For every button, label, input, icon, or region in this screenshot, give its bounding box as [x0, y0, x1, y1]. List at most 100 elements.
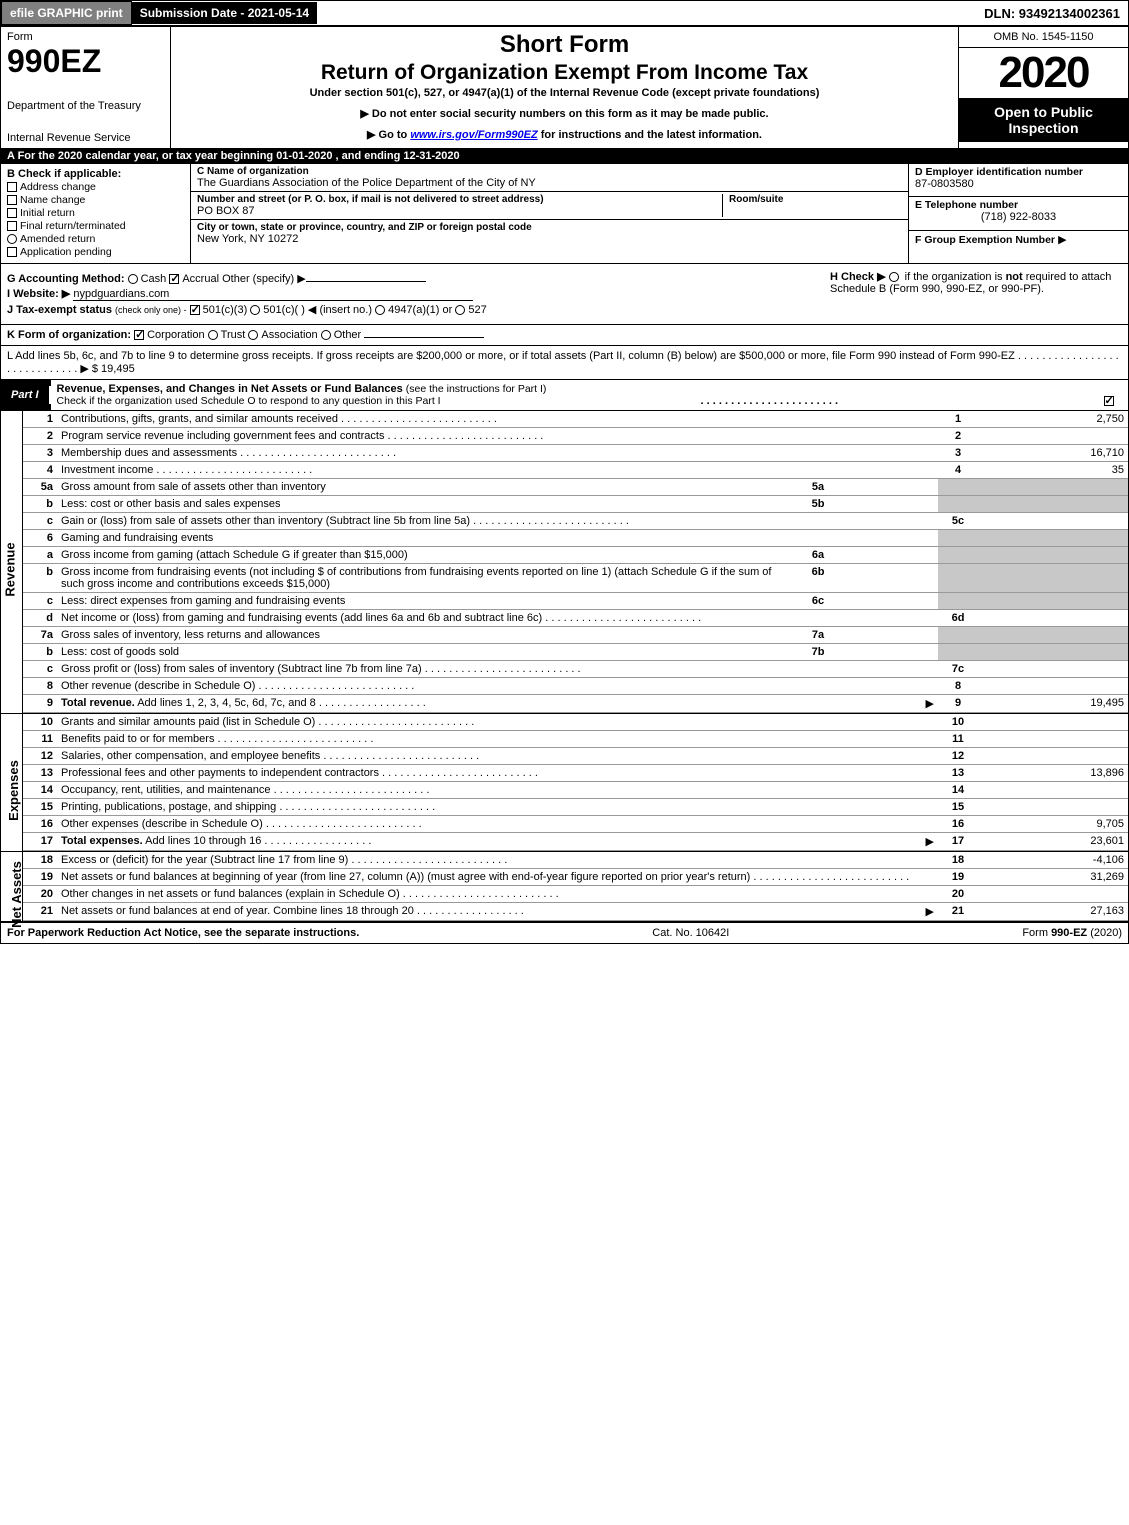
line-row-13: 13Professional fees and other payments t… — [23, 765, 1128, 782]
irs-link[interactable]: www.irs.gov/Form990EZ — [410, 129, 537, 141]
line-val-col — [978, 748, 1128, 765]
part-i-checkline: Check if the organization used Schedule … — [57, 395, 441, 407]
line-number: 15 — [23, 799, 57, 816]
line-desc: Investment income . . . . . . . . . . . … — [57, 462, 938, 479]
paperwork-notice: For Paperwork Reduction Act Notice, see … — [7, 927, 359, 939]
line-num-col — [938, 496, 978, 513]
line-val-col — [978, 886, 1128, 903]
line-row-11: 11Benefits paid to or for members . . . … — [23, 731, 1128, 748]
b-title: B Check if applicable: — [7, 168, 184, 180]
k-assoc-radio[interactable] — [248, 330, 258, 340]
line-num-col: 4 — [938, 462, 978, 479]
line-val-col: 35 — [978, 462, 1128, 479]
k-corp-check[interactable] — [134, 330, 144, 340]
line-val-col — [978, 479, 1128, 496]
line-desc: Benefits paid to or for members . . . . … — [57, 731, 938, 748]
tel-label: E Telephone number — [915, 199, 1122, 211]
line-number: 18 — [23, 852, 57, 869]
line-desc: Net assets or fund balances at end of ye… — [57, 903, 938, 921]
line-num-col: 11 — [938, 731, 978, 748]
i-website: I Website: ▶ nypdguardians.com — [7, 287, 822, 301]
form-990ez-page: efile GRAPHIC print Submission Date - 20… — [0, 0, 1129, 944]
line-row-1: 1Contributions, gifts, grants, and simil… — [23, 411, 1128, 428]
line-number: b — [23, 644, 57, 661]
l-text: L Add lines 5b, 6c, and 7b to line 9 to … — [7, 350, 1015, 362]
org-street: PO BOX 87 — [197, 205, 722, 217]
k-corp: Corporation — [147, 329, 204, 341]
h-label: H Check ▶ — [830, 271, 886, 283]
line-desc: Program service revenue including govern… — [57, 428, 938, 445]
line-num-col: 15 — [938, 799, 978, 816]
efile-print-button[interactable]: efile GRAPHIC print — [1, 1, 132, 25]
j-label: J Tax-exempt status — [7, 304, 112, 316]
line-num-col: 7c — [938, 661, 978, 678]
line-number: 5a — [23, 479, 57, 496]
k-trust-radio[interactable] — [208, 330, 218, 340]
line-number: 2 — [23, 428, 57, 445]
h-check[interactable] — [889, 272, 899, 282]
dln-label: DLN: 93492134002361 — [976, 2, 1128, 25]
j-4947-radio[interactable] — [375, 305, 385, 315]
g-label: G Accounting Method: — [7, 273, 125, 285]
j-501c3-check[interactable] — [190, 305, 200, 315]
line-row-19: 19Net assets or fund balances at beginni… — [23, 869, 1128, 886]
ein-label: D Employer identification number — [915, 166, 1122, 178]
line-num-col — [938, 479, 978, 496]
g-cash-label: Cash — [141, 273, 167, 285]
line-val-col: 19,495 — [978, 695, 1128, 713]
chk-final-return[interactable]: Final return/terminated — [7, 220, 184, 232]
form-footer-right: Form 990-EZ (2020) — [1022, 927, 1122, 939]
chk-application-pending[interactable]: Application pending — [7, 246, 184, 258]
k-other-radio[interactable] — [321, 330, 331, 340]
netassets-section: Net Assets 18Excess or (deficit) for the… — [1, 851, 1128, 921]
k-other-input[interactable] — [364, 337, 484, 338]
line-val-col — [978, 714, 1128, 731]
line-val-col — [978, 678, 1128, 695]
roomsuite-label: Room/suite — [729, 194, 902, 205]
line-num-col: 12 — [938, 748, 978, 765]
chk-name-change[interactable]: Name change — [7, 194, 184, 206]
chk-address-change[interactable]: Address change — [7, 181, 184, 193]
g-cash-radio[interactable] — [128, 274, 138, 284]
line-row-3: 3Membership dues and assessments . . . .… — [23, 445, 1128, 462]
chk-amended-return[interactable]: Amended return — [7, 233, 184, 245]
line-number: 13 — [23, 765, 57, 782]
j-501c-radio[interactable] — [250, 305, 260, 315]
line-row-10: 10Grants and similar amounts paid (list … — [23, 714, 1128, 731]
k-trust: Trust — [221, 329, 246, 341]
line-desc: Printing, publications, postage, and shi… — [57, 799, 938, 816]
j-501c3: 501(c)(3) — [203, 304, 248, 316]
inner-line-val — [838, 564, 938, 593]
under-section: Under section 501(c), 527, or 4947(a)(1)… — [177, 87, 952, 99]
line-row-7a: 7aGross sales of inventory, less returns… — [23, 627, 1128, 644]
form-header: Form 990EZ Department of the Treasury In… — [1, 25, 1128, 148]
return-title: Return of Organization Exempt From Incom… — [177, 61, 952, 85]
line-number: 6 — [23, 530, 57, 547]
section-a-taxyear: A For the 2020 calendar year, or tax yea… — [1, 148, 1128, 164]
group-exempt-label: F Group Exemption Number — [915, 234, 1055, 246]
g-other-input[interactable] — [306, 281, 426, 282]
line-desc: Contributions, gifts, grants, and simila… — [57, 411, 938, 428]
line-number: 3 — [23, 445, 57, 462]
section-b-checkboxes: B Check if applicable: Address change Na… — [1, 164, 191, 263]
line-val-col — [978, 644, 1128, 661]
part-i-checkbox[interactable] — [1104, 396, 1114, 406]
line-row-d: dNet income or (loss) from gaming and fu… — [23, 610, 1128, 627]
line-val-col — [978, 731, 1128, 748]
j-sub: (check only one) - — [115, 305, 187, 315]
k-other: Other — [334, 329, 362, 341]
line-row-20: 20Other changes in net assets or fund ba… — [23, 886, 1128, 903]
inner-line-val — [838, 593, 938, 610]
g-accrual-check[interactable] — [169, 274, 179, 284]
j-527-radio[interactable] — [455, 305, 465, 315]
j-insert: ◀ (insert no.) — [308, 304, 372, 316]
k-form-org: K Form of organization: Corporation Trus… — [1, 325, 1128, 346]
inner-line-val — [838, 627, 938, 644]
line-row-b: bLess: cost of goods sold7b — [23, 644, 1128, 661]
line-row-9: 9Total revenue. Add lines 1, 2, 3, 4, 5c… — [23, 695, 1128, 713]
line-number: 20 — [23, 886, 57, 903]
chk-initial-return[interactable]: Initial return — [7, 207, 184, 219]
k-assoc: Association — [261, 329, 317, 341]
line-val-col — [978, 593, 1128, 610]
line-row-c: cLess: direct expenses from gaming and f… — [23, 593, 1128, 610]
